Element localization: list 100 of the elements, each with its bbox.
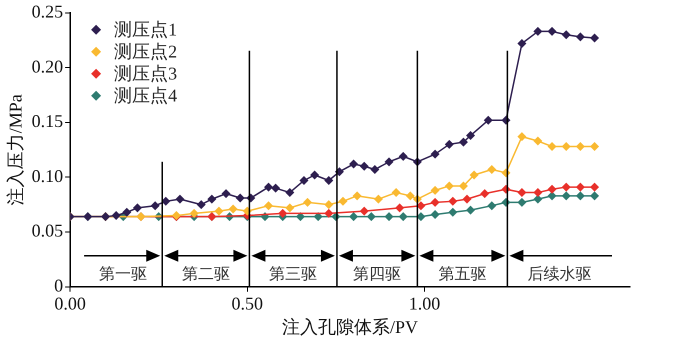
point bbox=[458, 181, 468, 190]
point bbox=[299, 176, 308, 185]
point bbox=[533, 26, 542, 36]
point bbox=[517, 198, 526, 207]
legend-label: 测压点4 bbox=[114, 86, 178, 106]
point bbox=[444, 140, 454, 149]
y-tick-label: 0 bbox=[54, 276, 64, 296]
point bbox=[590, 34, 600, 43]
point bbox=[374, 194, 383, 204]
point bbox=[190, 208, 199, 218]
point bbox=[562, 182, 571, 192]
point bbox=[349, 160, 358, 169]
point bbox=[310, 170, 320, 180]
legend-label: 测压点2 bbox=[114, 42, 178, 62]
point bbox=[264, 201, 274, 210]
point bbox=[448, 196, 458, 206]
point bbox=[430, 150, 440, 159]
point bbox=[360, 162, 369, 171]
point bbox=[338, 196, 348, 206]
point bbox=[533, 136, 542, 146]
point bbox=[228, 204, 238, 214]
y-tick-label: 0.10 bbox=[32, 166, 64, 186]
point bbox=[196, 200, 206, 210]
x-tick-label: 1.00 bbox=[408, 293, 440, 314]
point bbox=[112, 211, 121, 220]
point bbox=[430, 186, 440, 195]
point bbox=[562, 30, 571, 40]
point bbox=[207, 194, 216, 204]
point bbox=[590, 142, 600, 152]
point bbox=[150, 201, 160, 210]
point bbox=[161, 196, 170, 206]
point bbox=[590, 191, 600, 200]
y-tick-label: 0.15 bbox=[32, 111, 64, 132]
point bbox=[285, 188, 294, 198]
point bbox=[285, 203, 294, 212]
point bbox=[366, 212, 376, 222]
point bbox=[398, 212, 408, 222]
point bbox=[487, 201, 496, 210]
point bbox=[462, 194, 472, 204]
point bbox=[548, 184, 557, 194]
annotation: 第四驱 bbox=[353, 266, 402, 284]
point bbox=[590, 182, 600, 192]
point bbox=[562, 142, 571, 152]
point bbox=[324, 208, 334, 218]
annotation: 第三驱 bbox=[269, 266, 318, 284]
point bbox=[132, 203, 142, 212]
point bbox=[384, 212, 394, 222]
point bbox=[430, 198, 440, 207]
point bbox=[384, 157, 394, 166]
point bbox=[395, 203, 404, 212]
point bbox=[271, 184, 280, 193]
point bbox=[517, 38, 526, 48]
point bbox=[448, 208, 458, 217]
point bbox=[484, 116, 493, 125]
point bbox=[303, 198, 312, 207]
legend-label: 测压点3 bbox=[114, 64, 178, 84]
point bbox=[360, 206, 369, 216]
point bbox=[392, 188, 401, 198]
point bbox=[175, 194, 184, 204]
point bbox=[236, 194, 245, 203]
point bbox=[314, 212, 323, 222]
point bbox=[398, 152, 408, 161]
point bbox=[466, 131, 476, 140]
point bbox=[480, 189, 490, 198]
point bbox=[278, 208, 288, 218]
y-axis-title: 注入压力/MPa bbox=[6, 94, 26, 206]
point bbox=[349, 212, 358, 222]
point bbox=[444, 181, 454, 190]
point bbox=[470, 170, 479, 180]
point bbox=[548, 142, 557, 152]
point bbox=[576, 182, 585, 192]
y-tick-label: 0.20 bbox=[32, 56, 64, 76]
y-tick-label: 0.05 bbox=[32, 220, 64, 241]
point bbox=[264, 182, 274, 192]
point bbox=[562, 191, 571, 200]
point bbox=[406, 191, 415, 200]
point bbox=[533, 194, 542, 204]
x-axis-title: 注入孔隙体系/PV bbox=[282, 316, 418, 337]
point bbox=[517, 188, 526, 198]
x-tick-label: 0.50 bbox=[232, 293, 264, 314]
point bbox=[416, 201, 426, 210]
annotation: 第五驱 bbox=[438, 266, 486, 284]
annotation: 后续水驱 bbox=[528, 265, 592, 284]
point bbox=[466, 206, 476, 215]
point bbox=[222, 189, 231, 198]
point bbox=[352, 191, 362, 200]
point bbox=[324, 176, 334, 185]
point bbox=[533, 188, 542, 198]
point bbox=[214, 206, 224, 216]
point bbox=[548, 26, 557, 36]
point bbox=[324, 200, 334, 210]
point bbox=[122, 208, 132, 217]
legend-label: 测压点1 bbox=[114, 20, 178, 40]
point bbox=[296, 212, 305, 222]
point bbox=[576, 142, 585, 152]
point bbox=[430, 210, 440, 219]
point bbox=[517, 132, 526, 142]
y-tick-label: 0.25 bbox=[32, 2, 64, 22]
x-tick-label: 0.00 bbox=[54, 293, 86, 314]
point bbox=[458, 138, 468, 147]
